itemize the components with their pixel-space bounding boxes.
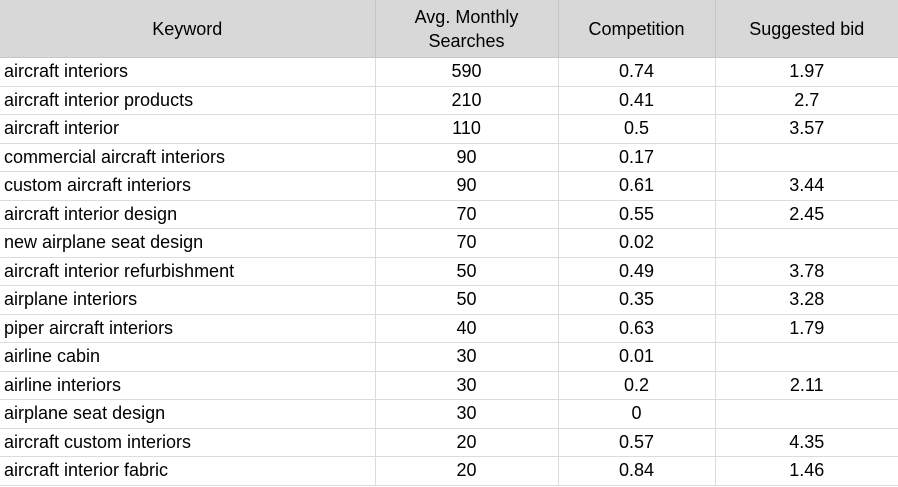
- cell-competition[interactable]: 0.01: [558, 342, 716, 372]
- header-avg-monthly-searches[interactable]: Avg. Monthly Searches: [375, 0, 559, 58]
- cell-keyword[interactable]: piper aircraft interiors: [0, 314, 376, 343]
- cell-suggested-bid[interactable]: 2.45: [715, 200, 898, 229]
- cell-avg-monthly-searches[interactable]: 90: [375, 143, 559, 172]
- cell-keyword[interactable]: custom aircraft interiors: [0, 171, 376, 201]
- cell-suggested-bid[interactable]: 1.79: [715, 314, 898, 343]
- cell-suggested-bid[interactable]: [715, 228, 898, 258]
- table-body: aircraft interiors 590 0.74 1.97 aircraft in…: [0, 57, 898, 486]
- table-row: airline interiors 30 0.2 2.11: [0, 371, 898, 400]
- cell-competition[interactable]: 0.41: [558, 86, 716, 115]
- cell-competition[interactable]: 0.63: [558, 314, 716, 343]
- cell-keyword[interactable]: aircraft custom interiors: [0, 428, 376, 457]
- cell-keyword[interactable]: aircraft interior fabric: [0, 456, 376, 486]
- cell-avg-monthly-searches[interactable]: 30: [375, 371, 559, 400]
- table-header: Keyword Avg. Monthly Searches Competitio…: [0, 0, 898, 58]
- cell-competition[interactable]: 0.35: [558, 285, 716, 315]
- table-row: aircraft interior products 210 0.41 2.7: [0, 86, 898, 115]
- table-row: aircraft custom interiors 20 0.57 4.35: [0, 428, 898, 457]
- cell-suggested-bid[interactable]: 1.97: [715, 57, 898, 87]
- cell-avg-monthly-searches[interactable]: 50: [375, 257, 559, 286]
- cell-competition[interactable]: 0: [558, 399, 716, 429]
- header-row: Keyword Avg. Monthly Searches Competitio…: [0, 0, 898, 58]
- cell-keyword[interactable]: new airplane seat design: [0, 228, 376, 258]
- table-row: commercial aircraft interiors 90 0.17: [0, 143, 898, 172]
- cell-competition[interactable]: 0.55: [558, 200, 716, 229]
- cell-suggested-bid[interactable]: 2.11: [715, 371, 898, 400]
- cell-avg-monthly-searches[interactable]: 110: [375, 114, 559, 144]
- cell-competition[interactable]: 0.84: [558, 456, 716, 486]
- cell-suggested-bid[interactable]: 1.46: [715, 456, 898, 486]
- cell-avg-monthly-searches[interactable]: 90: [375, 171, 559, 201]
- table-row: aircraft interior 110 0.5 3.57: [0, 114, 898, 144]
- cell-competition[interactable]: 0.74: [558, 57, 716, 87]
- cell-keyword[interactable]: aircraft interiors: [0, 57, 376, 87]
- cell-suggested-bid[interactable]: [715, 399, 898, 429]
- cell-competition[interactable]: 0.2: [558, 371, 716, 400]
- table-row: new airplane seat design 70 0.02: [0, 228, 898, 258]
- cell-keyword[interactable]: commercial aircraft interiors: [0, 143, 376, 172]
- cell-competition[interactable]: 0.17: [558, 143, 716, 172]
- header-avg-monthly-label-line1: Avg. Monthly: [414, 6, 519, 27]
- table-row: airline cabin 30 0.01: [0, 342, 898, 372]
- cell-keyword[interactable]: airline interiors: [0, 371, 376, 400]
- header-suggested-bid[interactable]: Suggested bid: [715, 0, 898, 58]
- header-keyword-label: Keyword: [152, 18, 223, 39]
- cell-avg-monthly-searches[interactable]: 30: [375, 399, 559, 429]
- table-row: airplane seat design 30 0: [0, 399, 898, 429]
- cell-avg-monthly-searches[interactable]: 70: [375, 200, 559, 229]
- cell-avg-monthly-searches[interactable]: 70: [375, 228, 559, 258]
- cell-suggested-bid[interactable]: 3.44: [715, 171, 898, 201]
- cell-avg-monthly-searches[interactable]: 50: [375, 285, 559, 315]
- cell-suggested-bid[interactable]: 4.35: [715, 428, 898, 457]
- cell-keyword[interactable]: airplane seat design: [0, 399, 376, 429]
- cell-keyword[interactable]: aircraft interior refurbishment: [0, 257, 376, 286]
- table-row: piper aircraft interiors 40 0.63 1.79: [0, 314, 898, 343]
- header-competition[interactable]: Competition: [558, 0, 716, 58]
- cell-avg-monthly-searches[interactable]: 20: [375, 428, 559, 457]
- cell-suggested-bid[interactable]: [715, 143, 898, 172]
- table-row: aircraft interior fabric 20 0.84 1.46: [0, 456, 898, 486]
- header-avg-monthly-label-line2: Searches: [428, 30, 505, 51]
- table-row: custom aircraft interiors 90 0.61 3.44: [0, 171, 898, 201]
- table-row: aircraft interior design 70 0.55 2.45: [0, 200, 898, 229]
- header-suggested-bid-label: Suggested bid: [749, 18, 865, 39]
- cell-keyword[interactable]: aircraft interior: [0, 114, 376, 144]
- cell-suggested-bid[interactable]: [715, 342, 898, 372]
- cell-competition[interactable]: 0.02: [558, 228, 716, 258]
- cell-competition[interactable]: 0.61: [558, 171, 716, 201]
- cell-keyword[interactable]: airline cabin: [0, 342, 376, 372]
- header-keyword[interactable]: Keyword: [0, 0, 376, 58]
- cell-keyword[interactable]: aircraft interior design: [0, 200, 376, 229]
- cell-keyword[interactable]: aircraft interior products: [0, 86, 376, 115]
- table-row: aircraft interiors 590 0.74 1.97: [0, 57, 898, 87]
- cell-avg-monthly-searches[interactable]: 40: [375, 314, 559, 343]
- cell-avg-monthly-searches[interactable]: 210: [375, 86, 559, 115]
- table-row: aircraft interior refurbishment 50 0.49 3.7…: [0, 257, 898, 286]
- table-row: airplane interiors 50 0.35 3.28: [0, 285, 898, 315]
- cell-avg-monthly-searches[interactable]: 30: [375, 342, 559, 372]
- cell-keyword[interactable]: airplane interiors: [0, 285, 376, 315]
- cell-competition[interactable]: 0.5: [558, 114, 716, 144]
- cell-suggested-bid[interactable]: 3.78: [715, 257, 898, 286]
- cell-avg-monthly-searches[interactable]: 20: [375, 456, 559, 486]
- cell-avg-monthly-searches[interactable]: 590: [375, 57, 559, 87]
- cell-suggested-bid[interactable]: 3.28: [715, 285, 898, 315]
- cell-competition[interactable]: 0.57: [558, 428, 716, 457]
- cell-suggested-bid[interactable]: 3.57: [715, 114, 898, 144]
- header-competition-label: Competition: [588, 18, 685, 39]
- cell-competition[interactable]: 0.49: [558, 257, 716, 286]
- cell-suggested-bid[interactable]: 2.7: [715, 86, 898, 115]
